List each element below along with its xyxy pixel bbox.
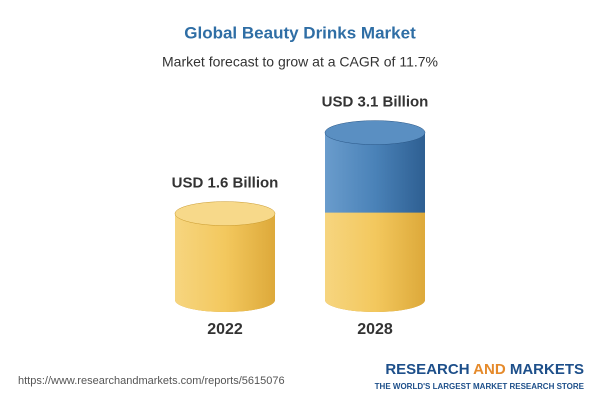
cylinder-segment: [325, 213, 425, 300]
chart-subtitle: Market forecast to grow at a CAGR of 11.…: [162, 54, 438, 70]
logo-tagline: THE WORLD'S LARGEST MARKET RESEARCH STOR…: [375, 382, 585, 391]
value-label: USD 1.6 Billion: [172, 175, 279, 192]
cylinder-bottom: [325, 299, 425, 312]
cylinder-top: [324, 120, 426, 145]
cylinder-seam: [325, 212, 425, 226]
cylinder-segment: [175, 213, 275, 300]
value-label: USD 3.1 Billion: [322, 94, 429, 111]
x-tick-label: 2022: [207, 321, 243, 338]
cylinder-segment: [325, 132, 425, 214]
chart-title: Global Beauty Drinks Market: [184, 23, 416, 42]
logo-word: RESEARCH: [385, 361, 469, 378]
source-url: https://www.researchandmarkets.com/repor…: [18, 375, 285, 387]
logo: RESEARCH AND MARKETS: [385, 361, 584, 378]
cylinder-bottom: [175, 299, 275, 312]
logo-word: MARKETS: [510, 361, 584, 378]
cylinder-top: [174, 201, 276, 226]
x-tick-label: 2028: [357, 321, 393, 338]
logo-word: AND: [473, 361, 506, 378]
plot: 2022 USD 1.6 Billion 2028 USD 3.1 Billion: [172, 94, 429, 339]
